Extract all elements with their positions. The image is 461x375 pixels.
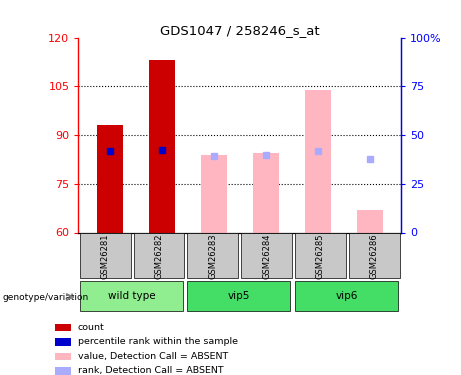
Text: vip5: vip5	[228, 291, 250, 301]
Text: wild type: wild type	[107, 291, 155, 301]
Bar	[55, 324, 71, 331]
Text: percentile rank within the sample: percentile rank within the sample	[77, 338, 237, 346]
Text: GSM26284: GSM26284	[262, 233, 271, 279]
Bar	[201, 154, 227, 232]
Text: genotype/variation: genotype/variation	[2, 292, 89, 302]
Bar	[55, 338, 71, 346]
Text: count: count	[77, 323, 104, 332]
Bar	[97, 125, 123, 232]
Bar	[134, 233, 184, 278]
Bar	[55, 352, 71, 360]
Text: GSM26283: GSM26283	[208, 233, 217, 279]
Bar	[349, 233, 400, 278]
Bar	[241, 233, 292, 278]
Bar	[148, 60, 175, 232]
Text: rank, Detection Call = ABSENT: rank, Detection Call = ABSENT	[77, 366, 223, 375]
Text: value, Detection Call = ABSENT: value, Detection Call = ABSENT	[77, 352, 228, 361]
Bar	[305, 90, 331, 232]
Bar	[80, 281, 183, 311]
Bar	[188, 233, 238, 278]
Bar	[295, 233, 346, 278]
Bar	[188, 281, 290, 311]
Bar	[80, 233, 130, 278]
Text: GSM26286: GSM26286	[370, 233, 378, 279]
Text: GSM26285: GSM26285	[316, 233, 325, 279]
Bar	[357, 210, 383, 232]
Text: GSM26282: GSM26282	[154, 233, 164, 279]
Bar	[295, 281, 398, 311]
Bar	[253, 153, 279, 232]
Text: vip6: vip6	[335, 291, 358, 301]
Text: GSM26281: GSM26281	[101, 233, 110, 279]
Bar	[55, 367, 71, 375]
Text: GDS1047 / 258246_s_at: GDS1047 / 258246_s_at	[160, 24, 319, 38]
